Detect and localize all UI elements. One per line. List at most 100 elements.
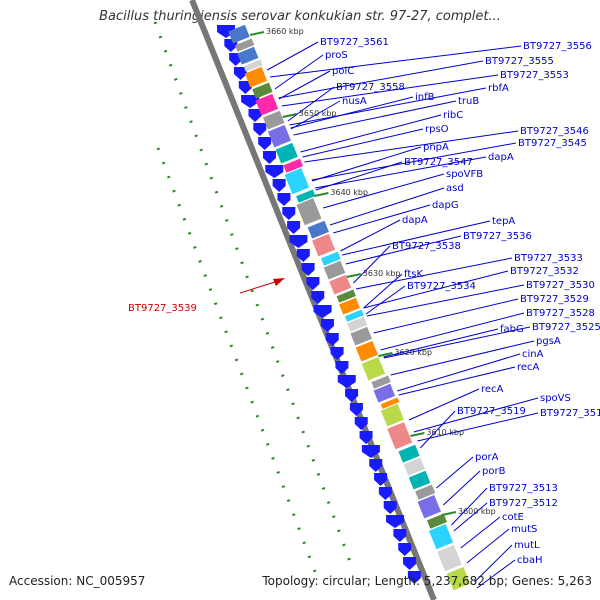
gene-arrow[interactable] <box>272 179 286 192</box>
cds-block[interactable] <box>380 397 400 409</box>
gene-label[interactable]: porA <box>436 452 499 489</box>
gene-label[interactable]: cotE <box>460 512 524 549</box>
cds-block[interactable] <box>415 484 436 500</box>
gene-arrow[interactable] <box>398 543 412 556</box>
gene-label[interactable]: BT9727_3558 <box>287 82 405 122</box>
cds-block[interactable] <box>355 340 379 362</box>
gene-label[interactable]: spoVFB <box>322 169 483 209</box>
gene-label[interactable]: dapA <box>314 152 514 189</box>
cds-block[interactable] <box>428 524 454 550</box>
cds-block[interactable] <box>347 316 368 332</box>
cds-block[interactable] <box>437 545 462 572</box>
gene-arrow[interactable] <box>337 375 356 388</box>
gene-label[interactable]: recA <box>408 384 504 421</box>
gene-arrow[interactable] <box>282 207 296 220</box>
cds-block[interactable] <box>398 444 420 463</box>
gene-label[interactable]: dapG <box>333 200 459 234</box>
cds-block[interactable] <box>339 297 360 315</box>
highlighted-gene-label[interactable]: BT9727_3539 <box>128 278 285 314</box>
gene-label[interactable]: BT9727_3546 <box>304 126 589 163</box>
cds-block[interactable] <box>255 93 279 116</box>
gene-label[interactable]: infB <box>290 92 435 129</box>
cds-block[interactable] <box>344 309 364 322</box>
gene-arrow[interactable] <box>262 151 276 164</box>
cds-block[interactable] <box>296 189 316 203</box>
cds-block[interactable] <box>329 274 352 295</box>
cds-block[interactable] <box>228 24 250 44</box>
gene-label[interactable]: fabG <box>383 324 524 358</box>
gene-label[interactable]: ribC <box>300 110 463 153</box>
gene-arrow[interactable] <box>369 459 383 472</box>
gene-label[interactable]: dapA <box>340 215 428 252</box>
gene-arrow[interactable] <box>233 67 247 80</box>
cds-block[interactable] <box>243 59 263 72</box>
cds-block[interactable] <box>244 66 268 88</box>
gene-arrow[interactable] <box>345 389 359 402</box>
gene-label[interactable]: recA <box>398 362 540 396</box>
gene-arrow[interactable] <box>359 431 373 444</box>
cds-block[interactable] <box>312 233 336 257</box>
gene-label[interactable]: BT9727_3530 <box>366 280 595 317</box>
cds-block[interactable] <box>417 494 441 519</box>
gene-arrow[interactable] <box>313 305 332 318</box>
cds-block[interactable] <box>408 470 431 490</box>
gene-label[interactable]: cbaH <box>476 555 543 589</box>
gene-arrow[interactable] <box>248 109 262 122</box>
gene-arrow[interactable] <box>393 529 407 542</box>
gene-label[interactable]: polC <box>278 66 354 100</box>
gene-arrow[interactable] <box>403 557 417 570</box>
cds-block[interactable] <box>336 289 356 303</box>
gene-arrow[interactable] <box>330 347 344 360</box>
cds-block[interactable] <box>252 82 273 99</box>
cds-block[interactable] <box>380 403 404 427</box>
gene-label[interactable]: BT9727_3516 <box>417 408 600 442</box>
gene-arrow[interactable] <box>241 95 260 108</box>
gene-arrow[interactable] <box>354 417 368 430</box>
gene-label[interactable]: BT9727_3538 <box>353 241 461 284</box>
cds-block[interactable] <box>275 142 298 164</box>
gene-arrow[interactable] <box>277 193 291 206</box>
cds-block[interactable] <box>446 566 471 591</box>
gene-label[interactable]: spoVS <box>413 393 571 433</box>
gene-label[interactable]: proS <box>274 50 348 90</box>
cds-block[interactable] <box>361 356 386 381</box>
gene-arrow[interactable] <box>361 445 380 458</box>
gene-arrow[interactable] <box>407 571 421 584</box>
gene-label[interactable]: BT9727_3528 <box>380 308 595 351</box>
cds-block[interactable] <box>262 110 285 130</box>
gene-arrow[interactable] <box>325 333 339 346</box>
gene-label[interactable]: BT9727_3529 <box>373 294 589 334</box>
gene-label[interactable]: BT9727_3545 <box>311 138 587 181</box>
gene-arrow[interactable] <box>378 487 392 500</box>
gene-arrow[interactable] <box>374 473 388 486</box>
gene-label[interactable]: BT9727_3561 <box>266 37 389 71</box>
gene-arrow[interactable] <box>258 137 272 150</box>
gene-label[interactable]: rpsO <box>302 124 449 158</box>
cds-block[interactable] <box>237 46 259 65</box>
gene-label[interactable]: tepA <box>342 216 515 256</box>
cds-block[interactable] <box>284 168 310 195</box>
gene-label[interactable]: BT9727_3534 <box>365 281 476 315</box>
cds-block[interactable] <box>283 158 304 173</box>
cds-block[interactable] <box>323 260 346 280</box>
gene-label[interactable]: nusA <box>290 96 367 130</box>
gene-arrow[interactable] <box>287 221 301 234</box>
gene-label[interactable]: BT9727_3556 <box>269 41 592 78</box>
cds-block[interactable] <box>350 326 373 346</box>
gene-arrow[interactable] <box>265 165 284 178</box>
cds-block[interactable] <box>307 220 329 239</box>
gene-arrow[interactable] <box>311 291 325 304</box>
gene-label[interactable]: BT9727_3513 <box>451 483 558 526</box>
gene-label[interactable]: BT9727_3553 <box>281 70 569 107</box>
gene-arrow[interactable] <box>253 123 267 136</box>
gene-label[interactable]: porB <box>443 466 506 506</box>
gene-label[interactable]: BT9727_3519 <box>419 406 526 449</box>
gene-label[interactable]: mutL <box>474 540 540 583</box>
gene-label[interactable]: rbfA <box>289 83 509 126</box>
gene-label[interactable]: BT9727_3525 <box>383 322 600 359</box>
gene-arrow[interactable] <box>320 319 334 332</box>
gene-arrow[interactable] <box>383 501 397 514</box>
gene-label[interactable]: mutS <box>466 524 537 564</box>
cds-block[interactable] <box>403 457 425 476</box>
